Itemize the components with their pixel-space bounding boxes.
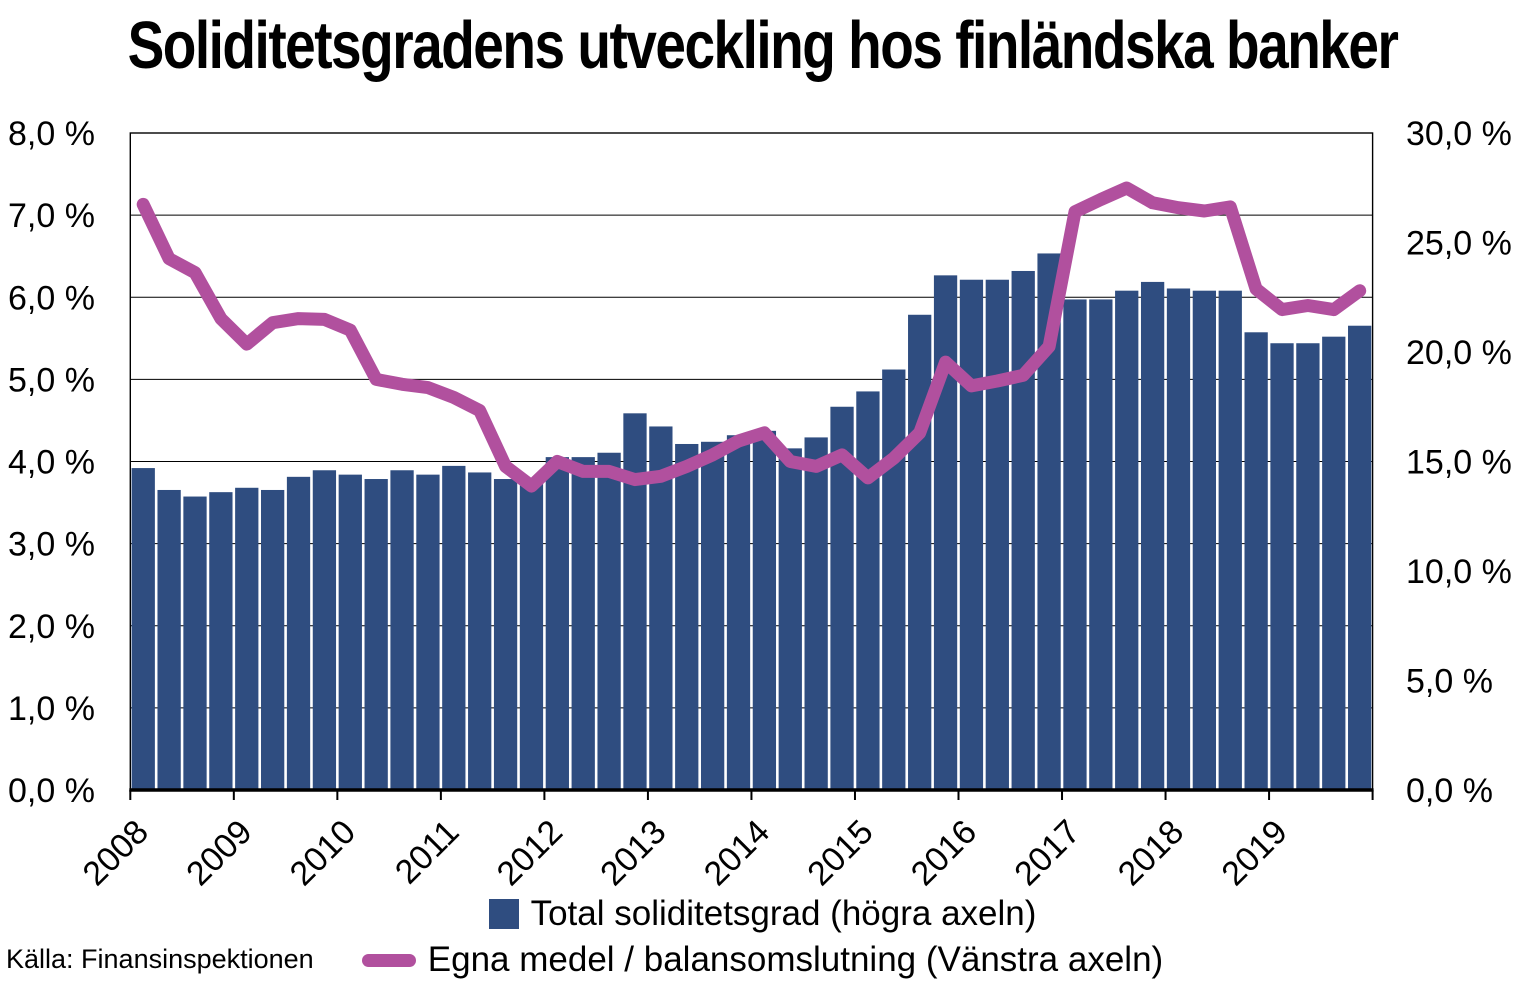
year-label: 2011: [388, 813, 467, 892]
left-axis-tick-label: 7,0 %: [8, 197, 95, 235]
bar: [493, 479, 518, 790]
left-axis-tick-label: 0,0 %: [8, 772, 95, 810]
bar: [468, 472, 492, 790]
bar: [390, 470, 414, 790]
left-axis-tick-label: 1,0 %: [8, 690, 95, 728]
bar: [1218, 290, 1242, 790]
year-label: 2013: [593, 813, 673, 893]
bar: [416, 474, 440, 790]
bar: [338, 474, 362, 790]
bar: [519, 481, 544, 790]
right-axis-tick-label: 15,0 %: [1406, 444, 1512, 482]
line-series-swatch-icon: [361, 953, 416, 967]
year-label: 2008: [76, 813, 156, 893]
bar: [700, 441, 725, 790]
bar: [649, 426, 673, 790]
chart-title: Soliditetsgradens utveckling hos finländ…: [127, 7, 1399, 83]
bar: [571, 457, 595, 790]
bar: [726, 435, 751, 790]
year-label: 2012: [490, 813, 570, 893]
bar: [882, 369, 906, 790]
bar: [985, 279, 1009, 790]
bar: [675, 443, 699, 790]
bar: [312, 470, 337, 790]
left-axis-tick-label: 8,0 %: [8, 115, 95, 153]
bar: [1011, 270, 1035, 791]
bar: [261, 489, 285, 790]
right-axis-tick-label: 30,0 %: [1406, 115, 1512, 153]
left-axis-tick-label: 4,0 %: [8, 444, 95, 482]
year-label: 2017: [1007, 813, 1087, 893]
bar: [1296, 343, 1320, 790]
right-axis-tick-label: 20,0 %: [1406, 334, 1512, 372]
bar: [131, 468, 155, 790]
legend-label-line: Egna medel / balansomslutning (Vänstra a…: [427, 940, 1164, 979]
bar: [209, 492, 233, 790]
bar: [623, 413, 647, 790]
left-axis-tick-label: 2,0 %: [8, 608, 95, 646]
trend-line: [136, 181, 1367, 493]
bar: [908, 314, 932, 790]
year-label: 2015: [800, 813, 880, 893]
legend-item-line: Egna medel / balansomslutning (Vänstra a…: [361, 939, 1164, 981]
bar: [933, 275, 958, 791]
bar-series-swatch-icon: [488, 899, 519, 929]
year-label: 2019: [1214, 813, 1294, 893]
bar: [597, 452, 621, 790]
right-axis-tick-label: 0,0 %: [1406, 772, 1493, 810]
bar: [545, 457, 569, 790]
bar: [1270, 343, 1294, 790]
left-axis-tick-label: 5,0 %: [8, 361, 95, 399]
source-note: Källa: Finansinspektionen: [6, 944, 314, 974]
bar: [1140, 281, 1165, 790]
bar: [183, 496, 207, 790]
bar: [778, 448, 802, 790]
left-axis-tick-label: 6,0 %: [8, 279, 95, 317]
bar: [286, 476, 311, 790]
year-label: 2010: [283, 813, 363, 893]
year-label: 2009: [179, 813, 259, 893]
bar: [442, 465, 466, 790]
bar: [752, 430, 777, 790]
bar: [830, 406, 854, 790]
bar: [364, 479, 388, 790]
bar: [1115, 290, 1139, 790]
bar: [1192, 290, 1217, 790]
bar: [1089, 299, 1113, 790]
bar: [157, 489, 181, 790]
year-label: 2018: [1111, 813, 1191, 893]
right-axis-tick-label: 25,0 %: [1406, 225, 1512, 263]
bar: [1348, 325, 1372, 790]
bar: [856, 391, 880, 790]
legend-label-bars: Total soliditetsgrad (högra axeln): [530, 894, 1037, 933]
year-label: 2014: [697, 813, 777, 893]
bar: [959, 279, 984, 790]
legend-item-bars: Total soliditetsgrad (högra axeln): [488, 893, 1037, 935]
bar: [804, 437, 828, 790]
bar: [235, 487, 259, 790]
right-axis-tick-label: 10,0 %: [1406, 553, 1512, 591]
bar: [1037, 253, 1061, 790]
bar: [1244, 332, 1268, 790]
right-axis-tick-label: 5,0 %: [1406, 663, 1493, 701]
year-label: 2016: [904, 813, 984, 893]
bar: [1166, 288, 1191, 790]
bar: [1322, 336, 1346, 790]
legend: Total soliditetsgrad (högra axeln) Egna …: [0, 893, 1525, 981]
left-axis-tick-label: 3,0 %: [8, 526, 95, 564]
bar: [1063, 299, 1087, 790]
